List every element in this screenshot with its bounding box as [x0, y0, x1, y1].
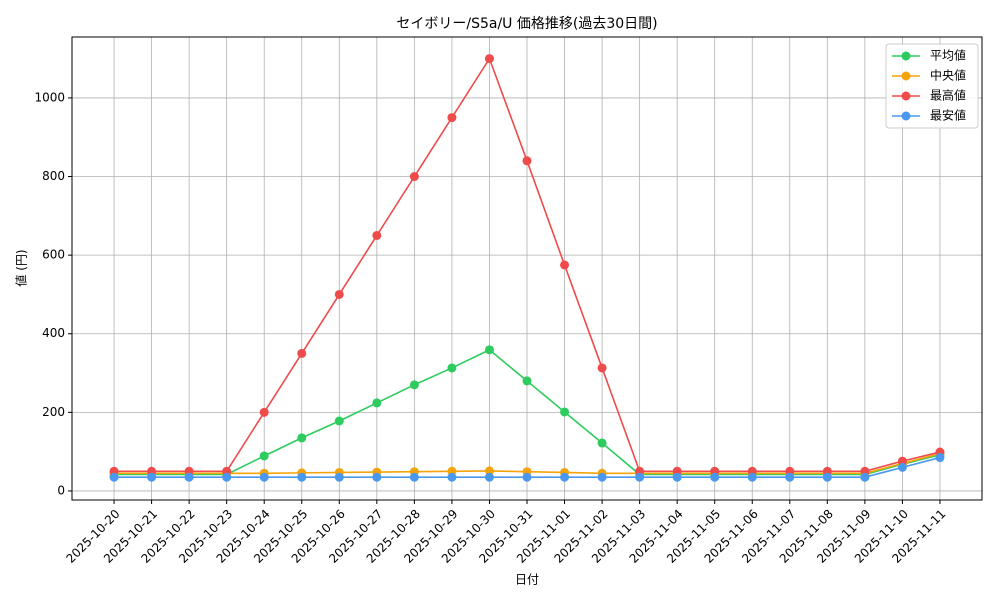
data-point: [297, 348, 307, 358]
legend-label: 最安値: [930, 108, 966, 123]
legend-marker: [901, 51, 911, 61]
legend-marker: [901, 71, 911, 81]
legend-label: 平均値: [930, 48, 966, 63]
data-point: [222, 472, 232, 482]
data-point: [560, 407, 570, 417]
data-point: [447, 363, 457, 373]
data-point: [560, 472, 570, 482]
y-tick-label: 0: [57, 483, 65, 497]
y-tick-label: 600: [42, 248, 65, 262]
data-point: [409, 172, 419, 182]
data-point: [897, 456, 907, 466]
data-point: [297, 472, 307, 482]
data-point: [860, 472, 870, 482]
data-point: [297, 433, 307, 443]
data-point: [597, 472, 607, 482]
data-point: [259, 407, 269, 417]
plot-frame: [71, 36, 983, 501]
data-point: [409, 380, 419, 390]
data-point: [372, 472, 382, 482]
data-point: [822, 472, 832, 482]
data-point: [935, 453, 945, 463]
data-point: [484, 54, 494, 64]
data-point: [447, 472, 457, 482]
data-point: [109, 472, 119, 482]
data-point: [710, 472, 720, 482]
data-point: [597, 363, 607, 373]
data-point: [184, 472, 194, 482]
legend-box: [885, 43, 979, 129]
data-point: [597, 438, 607, 448]
data-point: [147, 472, 157, 482]
data-point: [522, 472, 532, 482]
data-point: [484, 466, 494, 476]
y-tick-label: 200: [42, 405, 65, 419]
data-point: [334, 472, 344, 482]
data-point: [672, 472, 682, 482]
data-point: [635, 472, 645, 482]
data-point: [372, 230, 382, 240]
data-point: [747, 472, 757, 482]
data-point: [522, 156, 532, 166]
data-point: [447, 113, 457, 123]
data-point: [259, 472, 269, 482]
x-axis-label: 日付: [515, 573, 539, 587]
data-point: [785, 472, 795, 482]
legend-marker: [901, 91, 911, 101]
data-point: [409, 472, 419, 482]
legend-label: 中央値: [930, 68, 966, 83]
y-tick-label: 1000: [34, 90, 65, 104]
data-point: [897, 462, 907, 472]
chart-title: セイボリー/S5a/U 価格推移(過去30日間): [396, 16, 657, 32]
data-point: [560, 260, 570, 270]
y-axis-label: 値 (円): [14, 249, 29, 286]
legend-marker: [901, 111, 911, 121]
data-point: [334, 416, 344, 426]
data-point: [372, 398, 382, 408]
data-point: [334, 289, 344, 299]
y-tick-label: 400: [42, 326, 65, 340]
data-point: [484, 345, 494, 355]
data-point: [484, 472, 494, 482]
data-point: [259, 451, 269, 461]
data-point: [522, 376, 532, 386]
legend-label: 最高値: [930, 88, 966, 103]
y-tick-label: 800: [42, 169, 65, 183]
